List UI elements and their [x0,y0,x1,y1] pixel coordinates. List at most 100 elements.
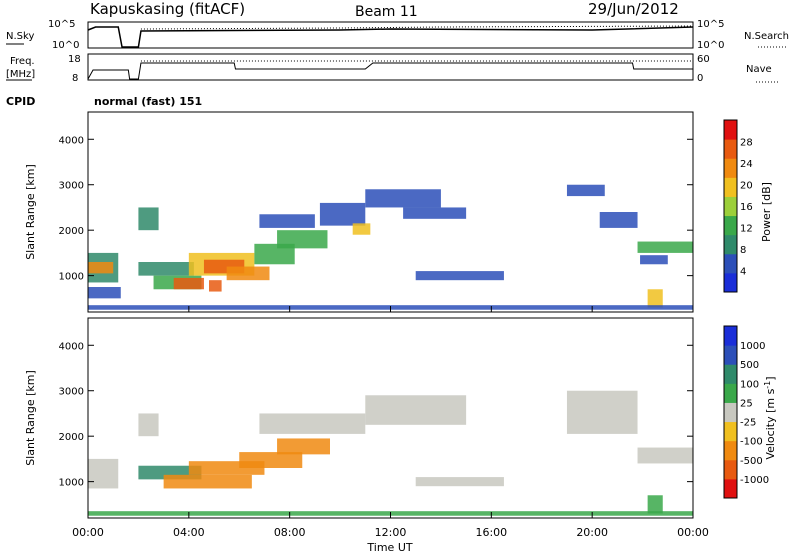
power-cb-tick-6: 28 [740,138,753,149]
power-cb-tick-2: 12 [740,224,753,235]
power-cell-10 [254,243,295,265]
velocity-cb-tick-4: -25 [740,418,756,429]
power-cell-18 [415,271,504,281]
velocity-cb-block-0 [724,478,737,499]
power-cell-12 [209,280,222,292]
power-cell-13 [259,214,315,228]
power-cell-21 [637,241,693,253]
noise-left-tick-bottom: 10^0 [52,40,79,51]
time-tick-label-6: 00:00 [677,526,709,539]
nave-tick-bottom: 0 [697,73,703,84]
noise-panel-frame [87,21,694,49]
power-cell-6 [173,277,204,290]
power-cell-1 [88,262,114,274]
power-cell-20 [599,212,638,228]
noise-left-tick-top: 10^5 [48,19,75,30]
velocity-cell-8 [365,395,467,425]
velocity-cb-block-1 [724,459,737,480]
nave-tick-top: 60 [697,54,710,65]
power-cb-block-3 [724,215,737,236]
freq-tick-bottom: 8 [72,73,78,84]
velocity-colorbar-label: Velocity [m s-1] [763,376,778,459]
velocity-cb-block-5 [724,383,737,403]
power-cell-2 [88,287,121,299]
velocity-panel: 1000 2000 3000 4000 Slant Range [km] 1000 50… [24,317,778,519]
velocity-cb-tick-3: 25 [740,398,753,409]
power-ytick-label-1: 2000 [59,226,84,237]
power-cb-block-4 [724,196,737,217]
velocity-cell-3 [163,474,252,489]
velocity-cells [88,390,693,516]
power-cb-block-8 [724,120,737,140]
noise-sky-line [87,26,694,48]
freq-tick-top: 18 [68,54,81,65]
power-cb-tick-5: 24 [740,159,753,170]
velocity-ylabel: Slant Range [km] [24,370,37,466]
noise-trace [87,25,694,48]
time-tick-label-0: 00:00 [72,526,104,539]
power-cell-17 [403,207,467,219]
beam-title: Beam 11 [355,4,418,20]
velocity-cb-tick-0: 1000 [740,341,765,352]
power-colorbar: 4 8 12 16 20 24 28 [723,119,753,293]
freq-line [87,62,693,80]
velocity-cb-frame [723,325,738,499]
velocity-ytick-label-0: 1000 [59,478,84,489]
velocity-cell-10 [566,390,638,434]
power-cell-22 [640,255,668,265]
velocity-ytick-label-1: 2000 [59,432,84,443]
power-cell-15 [352,223,371,235]
power-cb-block-1 [724,253,737,274]
velocity-cell-11 [637,447,693,464]
time-tick-label-5: 20:00 [576,526,608,539]
power-cell-4 [138,262,194,276]
velocity-cb-tick-7: -1000 [740,475,769,486]
noise-right-label: N.Search [744,31,789,42]
power-cb-tick-4: 20 [740,181,753,192]
power-ytick-label-3: 4000 [59,135,84,146]
velocity-cb-tick-5: -100 [740,437,763,448]
power-cell-16 [365,189,441,208]
time-tick-label-1: 04:00 [173,526,205,539]
power-ytick-label-0: 1000 [59,272,84,283]
time-tick-label-4: 16:00 [475,526,507,539]
velocity-cell-0 [88,458,119,489]
noise-right-tick-top: 10^5 [697,19,724,30]
velocity-cb-block-7 [724,345,737,365]
velocity-ytick-label-3: 4000 [59,341,84,352]
velocity-cell-5 [239,452,303,468]
power-cell-11 [277,230,328,249]
noise-search-line [140,25,694,30]
velocity-cb-block-3 [724,421,737,442]
velocity-cb-tick-6: -500 [740,456,763,467]
cpid-value: normal (fast) 151 [94,95,202,108]
noise-panel: N.Sky 10^5 10^0 10^5 10^0 N.Search [6,19,789,51]
velocity-ytick-label-2: 3000 [59,387,84,398]
velocity-cell-1 [138,413,159,437]
power-panel: 1000 2000 3000 4000 Slant Range [km] 4 8 12 16… [24,111,773,313]
power-y-axis: 1000 2000 3000 4000 [59,135,693,283]
velocity-cb-block-4 [724,402,737,423]
noise-left-label: N.Sky [6,31,34,42]
freq-panel-frame [87,53,694,81]
velocity-cb-block-6 [724,364,737,384]
freq-label-2: [MHz] [6,69,35,80]
nave-label: Nave [746,64,772,75]
date-title: 29/Jun/2012 [588,0,679,18]
velocity-cb-tick-1: 500 [740,360,759,371]
power-cb-tick-3: 16 [740,202,753,213]
freq-label-1: Freq. [10,56,35,67]
power-cb-block-0 [724,272,737,293]
freq-trace [87,60,693,80]
power-cell-3 [138,207,159,231]
velocity-cell-12 [647,495,663,514]
cpid-label: CPID [6,95,35,108]
noise-right-tick-bottom: 10^0 [697,40,724,51]
power-ytick-label-2: 3000 [59,181,84,192]
power-cells [88,184,693,310]
power-cb-block-2 [724,234,737,255]
time-tick-label-3: 12:00 [375,526,407,539]
time-axis-label: Time UT [366,541,412,554]
power-cb-frame [723,119,738,293]
